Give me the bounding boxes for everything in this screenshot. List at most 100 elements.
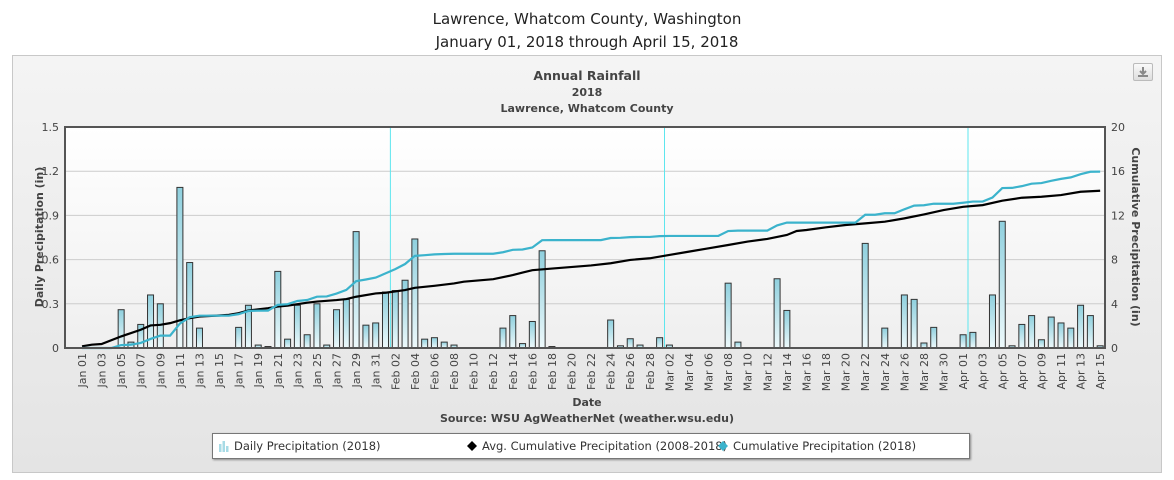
daily-precip-bar[interactable]	[881, 327, 889, 349]
daily-precip-bar[interactable]	[783, 309, 791, 349]
x-tick-label: Jan 09	[154, 353, 167, 388]
daily-precip-bar[interactable]	[342, 298, 350, 349]
x-tick-label: Feb 26	[624, 353, 637, 390]
y-axis-right-label: Cumulative Precipitation (in)	[1129, 147, 1142, 326]
x-tick-label: Jan 17	[233, 353, 246, 388]
daily-precip-bar[interactable]	[333, 309, 341, 349]
daily-precip-bar[interactable]	[117, 309, 125, 349]
daily-precip-bar[interactable]	[1067, 327, 1075, 349]
x-tick-label: Apr 03	[977, 353, 990, 390]
x-tick-label: Jan 23	[291, 353, 304, 388]
x-tick-label: Jan 07	[135, 353, 148, 388]
x-tick-label: Mar 06	[703, 353, 716, 391]
daily-precip-bar[interactable]	[421, 338, 429, 349]
download-button[interactable]	[1133, 63, 1153, 81]
daily-precip-bar[interactable]	[303, 334, 311, 349]
daily-precip-bar[interactable]	[430, 337, 438, 349]
x-tick-label: Apr 09	[1035, 353, 1048, 390]
y-right-tick-label: 4	[1111, 298, 1118, 311]
daily-precip-bar[interactable]	[861, 242, 869, 349]
daily-precip-bar[interactable]	[509, 315, 517, 349]
daily-precip-bar[interactable]	[988, 294, 996, 349]
daily-precip-bar[interactable]	[235, 326, 243, 349]
y-right-tick-label: 16	[1111, 165, 1125, 178]
daily-precip-bar[interactable]	[372, 322, 380, 349]
daily-precip-bar[interactable]	[969, 331, 977, 349]
x-tick-label: Apr 11	[1055, 353, 1068, 390]
x-tick-label: Feb 24	[605, 353, 618, 390]
x-tick-label: Feb 04	[409, 353, 422, 390]
x-tick-label: Mar 02	[663, 353, 676, 391]
daily-precip-bar[interactable]	[391, 290, 399, 349]
plot-border	[64, 126, 1106, 349]
daily-precip-bar[interactable]	[538, 250, 546, 349]
daily-precip-bar[interactable]	[284, 338, 292, 349]
legend-item-avg[interactable]: Avg. Cumulative Precipitation (2008-2018…	[467, 439, 727, 453]
daily-precip-bar[interactable]	[528, 320, 536, 349]
diamond-black-icon	[467, 441, 477, 451]
x-tick-label: Feb 12	[487, 353, 500, 390]
daily-precip-bar[interactable]	[1077, 304, 1085, 349]
daily-precip-bar[interactable]	[362, 324, 370, 349]
daily-precip-bar[interactable]	[656, 337, 664, 349]
x-tick-label: Apr 07	[1016, 353, 1029, 390]
x-tick-label: Mar 18	[820, 353, 833, 391]
legend-item-daily[interactable]: Daily Precipitation (2018)	[219, 439, 381, 453]
chart-legend: Daily Precipitation (2018) Avg. Cumulati…	[212, 433, 970, 459]
plot-area	[65, 127, 1105, 348]
daily-precip-bar[interactable]	[910, 298, 918, 349]
source-note: Source: WSU AgWeatherNet (weather.wsu.ed…	[440, 412, 734, 425]
x-tick-label: Jan 03	[96, 353, 109, 388]
x-tick-label: Feb 10	[468, 353, 481, 390]
y-left-tick-label: 1.2	[42, 165, 60, 178]
x-tick-label: Feb 14	[507, 353, 520, 390]
chart-subtitle-year: 2018	[572, 86, 603, 99]
x-tick-label: Feb 08	[448, 353, 461, 390]
daily-precip-bar[interactable]	[724, 282, 732, 349]
daily-precip-bar[interactable]	[1037, 339, 1045, 349]
daily-precip-bar[interactable]	[293, 304, 301, 349]
x-tick-label: Feb 18	[546, 353, 559, 390]
daily-precip-bar[interactable]	[930, 326, 938, 349]
x-tick-label: Mar 04	[683, 353, 696, 391]
x-tick-label: Mar 22	[859, 353, 872, 391]
x-tick-label: Jan 19	[252, 353, 265, 388]
chart-subtitle-location: Lawrence, Whatcom County	[500, 102, 673, 115]
y-right-tick-label: 0	[1111, 342, 1118, 355]
daily-precip-bar[interactable]	[773, 278, 781, 349]
daily-precip-bar[interactable]	[900, 294, 908, 349]
x-tick-label: Feb 16	[526, 353, 539, 390]
daily-precip-bar[interactable]	[1018, 323, 1026, 349]
legend-item-cum[interactable]: Cumulative Precipitation (2018)	[718, 439, 916, 453]
x-tick-label: Mar 28	[918, 353, 931, 391]
daily-precip-bar[interactable]	[959, 334, 967, 349]
daily-precip-bar[interactable]	[1086, 315, 1094, 349]
daily-precip-bar[interactable]	[1047, 316, 1055, 349]
x-tick-label: Jan 25	[311, 353, 324, 388]
y-right-tick-label: 12	[1111, 209, 1125, 222]
x-tick-label: Jan 05	[115, 353, 128, 388]
daily-precip-bar[interactable]	[1057, 322, 1065, 349]
x-axis-label: Date	[572, 396, 601, 409]
x-tick-label: Jan 21	[272, 353, 285, 388]
x-tick-label: Feb 20	[566, 353, 579, 390]
daily-precip-bar[interactable]	[607, 319, 615, 349]
x-tick-label: Apr 15	[1094, 353, 1107, 390]
x-tick-label: Mar 10	[742, 353, 755, 391]
daily-precip-bar[interactable]	[352, 231, 360, 349]
x-tick-label: Jan 29	[350, 353, 363, 388]
daily-precip-bar[interactable]	[499, 327, 507, 349]
y-left-tick-label: 0	[52, 342, 59, 355]
daily-precip-bar[interactable]	[274, 270, 282, 349]
daily-precip-bar[interactable]	[313, 303, 321, 349]
y-left-tick-label: 1.5	[42, 121, 60, 134]
daily-precip-bar[interactable]	[195, 327, 203, 349]
daily-precip-bar[interactable]	[626, 338, 634, 349]
x-tick-label: Mar 30	[938, 353, 951, 391]
daily-precip-bar[interactable]	[381, 291, 389, 349]
daily-precip-bar[interactable]	[998, 220, 1006, 349]
x-tick-label: Mar 12	[761, 353, 774, 391]
daily-precip-bar[interactable]	[186, 262, 194, 349]
daily-precip-bar[interactable]	[1028, 315, 1036, 349]
